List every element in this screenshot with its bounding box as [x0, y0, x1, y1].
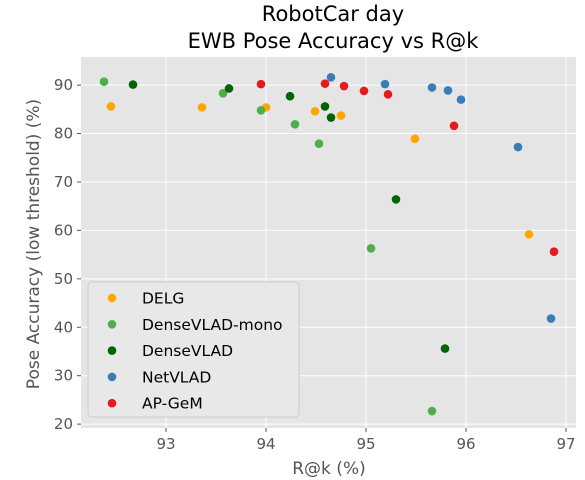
y-tick-label: 40 — [54, 318, 73, 336]
legend-marker — [107, 320, 117, 329]
point-ap-gem — [256, 79, 266, 89]
legend-label: DenseVLAD-mono — [142, 316, 283, 334]
point-netvlad — [326, 73, 336, 82]
x-axis-label: R@k (%) — [292, 459, 365, 479]
x-tick-label: 93 — [156, 435, 175, 453]
y-tick-label: 90 — [54, 76, 73, 94]
y-tick-label: 20 — [54, 415, 73, 433]
y-tick-label: 30 — [54, 367, 73, 385]
point-densevlad — [224, 84, 234, 93]
x-tick-label: 97 — [556, 435, 575, 453]
point-densevlad — [320, 102, 330, 111]
point-densevlad-mono — [427, 406, 437, 416]
x-tick-label: 94 — [256, 435, 275, 453]
point-ap-gem — [320, 79, 330, 88]
point-netvlad — [456, 95, 466, 104]
legend-label: NetVLAD — [142, 368, 211, 386]
y-tick-label: 80 — [54, 125, 73, 143]
legend-marker — [107, 372, 117, 382]
legend: DELG DenseVLAD-mono DenseVLAD NetVLAD AP-GeM — [87, 281, 300, 418]
point-ap-gem — [549, 247, 559, 257]
point-densevlad-mono — [290, 120, 300, 129]
x-tick-label: 96 — [456, 435, 475, 453]
point-delg — [410, 134, 420, 144]
legend-label: AP-GeM — [142, 395, 203, 413]
point-densevlad-mono — [99, 77, 109, 87]
legend-marker — [107, 346, 117, 355]
point-netvlad — [380, 79, 390, 89]
point-densevlad — [285, 91, 295, 101]
point-densevlad-mono — [256, 105, 266, 115]
y-tick-label: 50 — [54, 270, 73, 288]
legend-label: DenseVLAD — [142, 342, 233, 360]
point-netvlad — [513, 142, 523, 152]
point-delg — [524, 229, 534, 239]
axis-ticks: 93 94 95 96 97 20 30 40 50 60 70 80 90 — [54, 76, 576, 453]
point-densevlad-mono — [218, 89, 228, 98]
chart-title-line-2: EWB Pose Accuracy vs R@k — [188, 29, 480, 53]
point-ap-gem — [449, 121, 459, 131]
point-densevlad — [326, 113, 336, 122]
y-tick-label: 70 — [54, 173, 73, 191]
point-netvlad — [427, 83, 437, 92]
x-tick-label: 95 — [356, 435, 375, 453]
point-delg — [106, 102, 116, 111]
point-densevlad — [440, 344, 450, 353]
point-delg — [310, 106, 320, 116]
legend-label: DELG — [142, 290, 184, 308]
point-netvlad — [443, 86, 453, 95]
point-ap-gem — [359, 86, 369, 96]
point-ap-gem — [383, 89, 393, 99]
point-netvlad — [546, 314, 556, 323]
data-points — [99, 73, 559, 416]
point-densevlad-mono — [314, 139, 324, 148]
chart-title-line-1: RobotCar day — [262, 2, 404, 26]
legend-marker — [107, 293, 117, 303]
legend-box — [87, 281, 300, 418]
point-densevlad-mono — [366, 244, 376, 253]
point-delg — [336, 111, 346, 120]
point-delg — [197, 103, 207, 112]
point-densevlad — [128, 80, 138, 89]
y-tick-label: 60 — [54, 221, 73, 239]
point-densevlad — [391, 195, 401, 204]
y-axis-label: Pose Accuracy (low threshold) (%) — [24, 99, 44, 389]
point-ap-gem — [339, 81, 349, 91]
legend-marker — [107, 398, 117, 408]
